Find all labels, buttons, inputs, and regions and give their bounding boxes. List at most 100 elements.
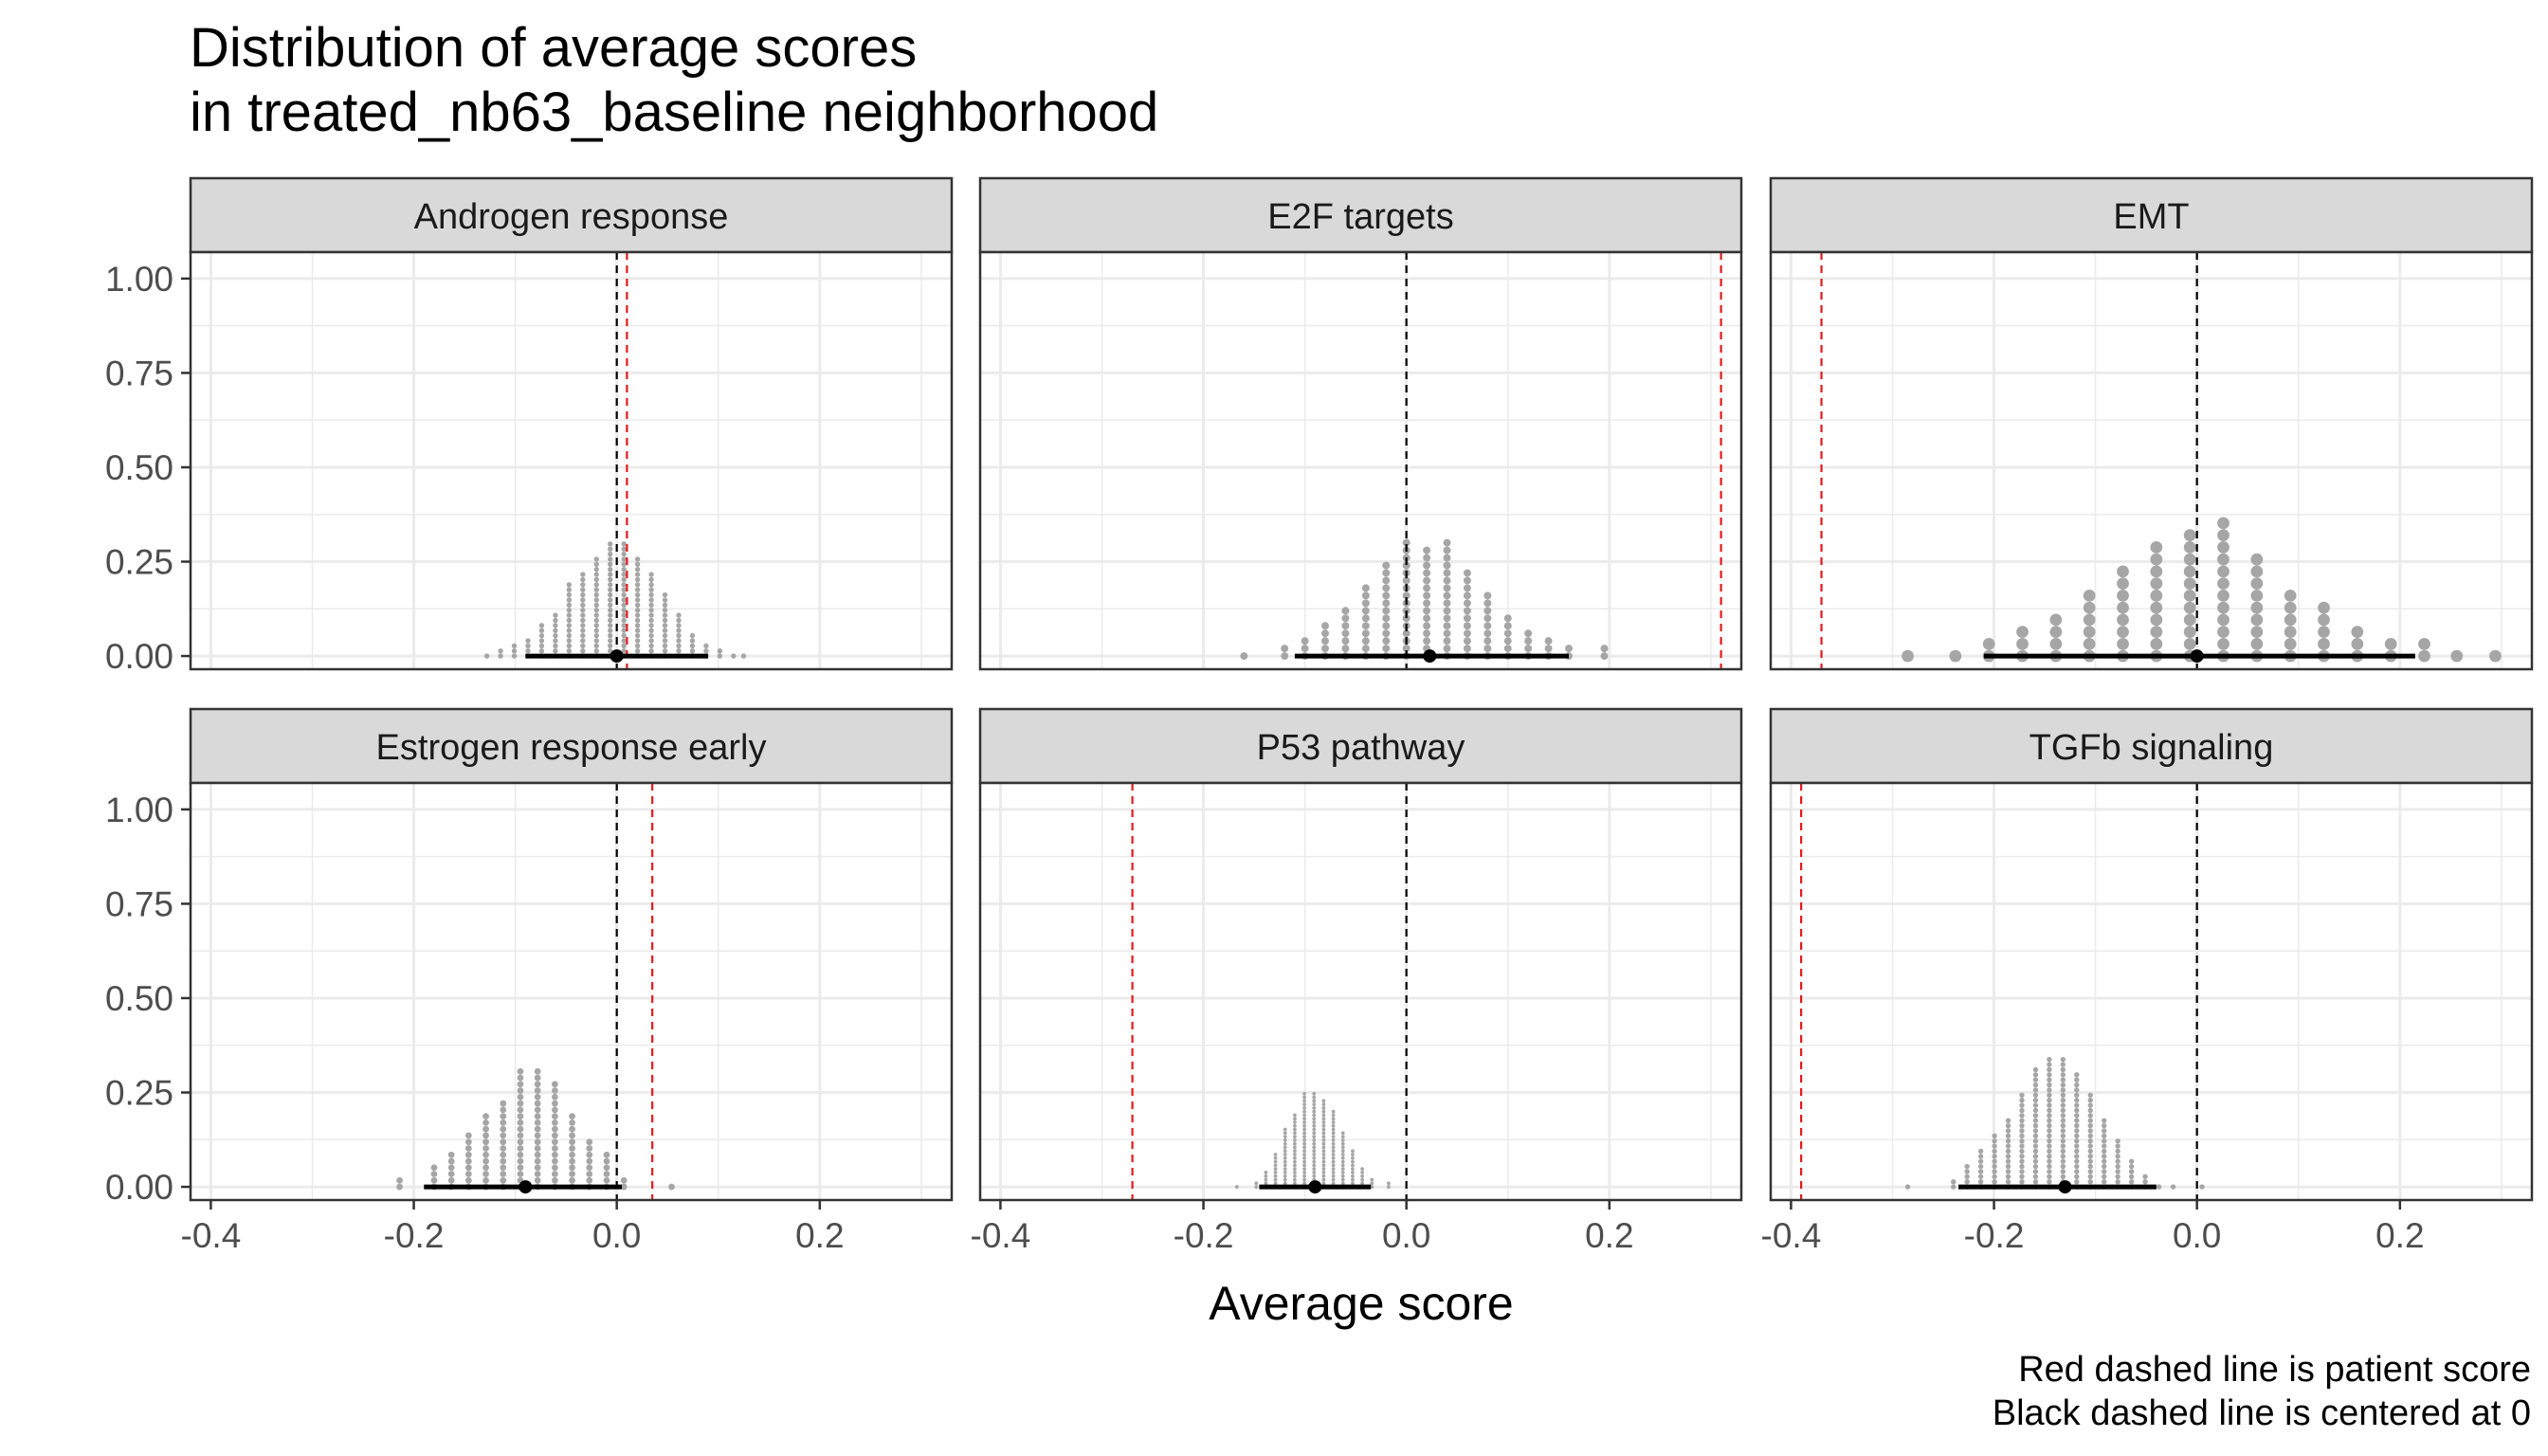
- data-dot: [1463, 607, 1471, 615]
- data-dot: [1423, 554, 1431, 562]
- data-dot: [608, 638, 613, 644]
- data-dot: [1283, 1141, 1287, 1146]
- data-dot: [731, 653, 737, 659]
- data-dot: [621, 638, 627, 644]
- data-dot: [1293, 1127, 1297, 1132]
- data-dot: [1443, 576, 1451, 585]
- data-dot: [634, 561, 641, 567]
- data-dot: [2074, 1158, 2080, 1164]
- data-dot: [634, 648, 641, 654]
- data-dot: [1483, 637, 1492, 646]
- data-dot: [430, 1176, 438, 1184]
- data-dot: [608, 561, 613, 567]
- data-dot: [2060, 1062, 2066, 1067]
- data-dot: [621, 612, 627, 618]
- data-dot: [517, 1164, 524, 1172]
- facet-strip: [189, 707, 954, 785]
- data-dot: [662, 617, 668, 624]
- data-dot: [2284, 626, 2297, 638]
- data-dot: [580, 592, 586, 598]
- data-dot: [2102, 1148, 2107, 1155]
- data-dot: [676, 648, 682, 654]
- data-dot: [1264, 1181, 1268, 1186]
- data-dot: [551, 1151, 558, 1158]
- data-dot: [482, 1132, 489, 1139]
- data-dot: [648, 587, 654, 592]
- data-dot: [569, 1125, 575, 1133]
- data-dot: [553, 617, 558, 624]
- data-dot: [703, 648, 709, 654]
- data-dot: [717, 648, 723, 654]
- data-dot: [1340, 1145, 1345, 1150]
- data-dot: [2060, 1158, 2066, 1164]
- data-dot: [1302, 1174, 1306, 1178]
- data-dot: [1293, 1181, 1297, 1186]
- y-tick-label: 0.25: [105, 543, 173, 582]
- data-dot: [525, 643, 531, 648]
- caption-line-1: Red dashed line is patient score: [2018, 1350, 2531, 1390]
- data-dot: [2250, 553, 2264, 566]
- data-dot: [2074, 1179, 2080, 1185]
- data-dot: [1992, 1138, 1997, 1144]
- data-dot: [676, 628, 682, 633]
- data-dot: [1312, 1105, 1317, 1110]
- data-dot: [2047, 1138, 2052, 1144]
- data-dot: [2115, 1154, 2120, 1159]
- data-dot: [1321, 1131, 1326, 1136]
- data-dot: [569, 1151, 575, 1158]
- data-dot: [608, 566, 613, 573]
- data-dot: [569, 1119, 575, 1126]
- data-dot: [676, 612, 682, 618]
- data-dot: [2102, 1118, 2107, 1123]
- data-dot: [648, 643, 654, 648]
- data-dot: [648, 628, 654, 633]
- data-dot: [2005, 1179, 2011, 1185]
- data-dot: [1293, 1117, 1297, 1121]
- data-dot: [498, 648, 503, 654]
- data-dot: [1273, 1159, 1278, 1164]
- data-dot: [482, 1171, 489, 1177]
- data-dot: [1312, 1163, 1317, 1168]
- data-dot: [1302, 1113, 1306, 1118]
- data-dot: [1382, 592, 1391, 600]
- data-dot: [1293, 1177, 1297, 1182]
- data-dot: [1483, 622, 1492, 630]
- data-dot: [1283, 1174, 1287, 1178]
- data-dot: [634, 617, 641, 624]
- data-dot: [2032, 1097, 2039, 1103]
- data-dot: [1370, 1177, 1374, 1182]
- data-dot: [2060, 1097, 2066, 1103]
- data-dot: [1361, 614, 1370, 623]
- data-dot: [2150, 553, 2163, 566]
- data-dot: [2183, 637, 2196, 650]
- data-dot: [2005, 1143, 2011, 1149]
- data-dot: [2117, 613, 2129, 627]
- data-dot: [580, 628, 586, 633]
- data-dot: [580, 612, 586, 618]
- data-dot: [1302, 1109, 1306, 1114]
- data-dot: [586, 1176, 593, 1184]
- data-dot: [2087, 1107, 2093, 1114]
- data-dot: [2060, 1066, 2066, 1073]
- data-dot: [621, 628, 627, 633]
- data-dot: [2032, 1113, 2039, 1119]
- data-dot: [482, 1113, 489, 1119]
- data-dot: [2217, 626, 2230, 638]
- data-dot: [2128, 1163, 2135, 1170]
- data-dot: [586, 1138, 593, 1146]
- data-dot: [1503, 637, 1512, 646]
- facet-strip-label: E2F targets: [1267, 197, 1453, 237]
- data-dot: [1351, 1163, 1355, 1168]
- data-dot: [593, 638, 599, 644]
- data-dot: [2284, 637, 2297, 650]
- data-dot: [551, 1157, 558, 1165]
- data-dot: [1331, 1167, 1336, 1172]
- data-dot: [634, 602, 641, 608]
- x-tick-label: -0.4: [1761, 1216, 1822, 1255]
- data-dot: [2074, 1169, 2080, 1174]
- x-tick-label: -0.2: [384, 1216, 445, 1255]
- data-dot: [2115, 1163, 2120, 1170]
- data-dot: [569, 1132, 575, 1139]
- data-dot: [676, 623, 682, 628]
- data-dot: [447, 1176, 455, 1184]
